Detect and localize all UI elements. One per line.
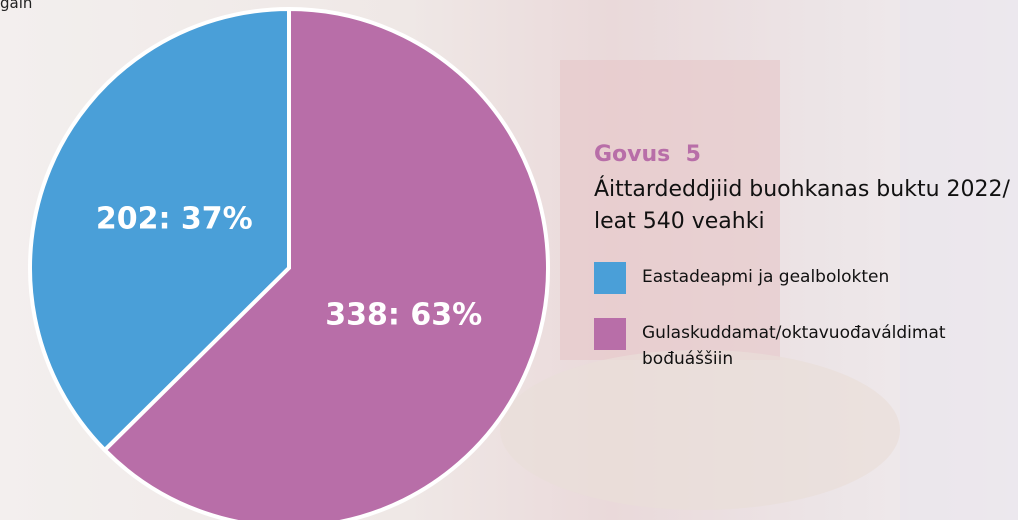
data-label: 338: 63% [325,297,482,332]
data-label: 202: 37% [96,202,253,237]
legend-swatch [594,318,626,350]
annotation: gain [0,0,33,12]
pie-slice [28,6,291,453]
pie-slice [101,6,550,520]
legend-swatch [594,262,626,294]
legend: Eastadeapmi ja gealbolokten Gulaskuddamat… [594,262,974,396]
legend-label: Gulaskuddamat/oktavuođaváldimat bođuášši… [642,323,946,369]
legend-label: Eastadeapmi ja gealbolokten [642,267,890,287]
legend-item: Eastadeapmi ja gealbolokten [594,262,974,294]
pie-chart: 202: 37% 338: 63% [28,6,550,520]
chart-title: Govus 5 [594,142,701,167]
legend-item: Gulaskuddamat/oktavuođaváldimat bođuášši… [594,318,974,372]
chart-subtitle: Áittardeddjiid buohkanas buktu 2022/ lea… [594,177,1010,234]
